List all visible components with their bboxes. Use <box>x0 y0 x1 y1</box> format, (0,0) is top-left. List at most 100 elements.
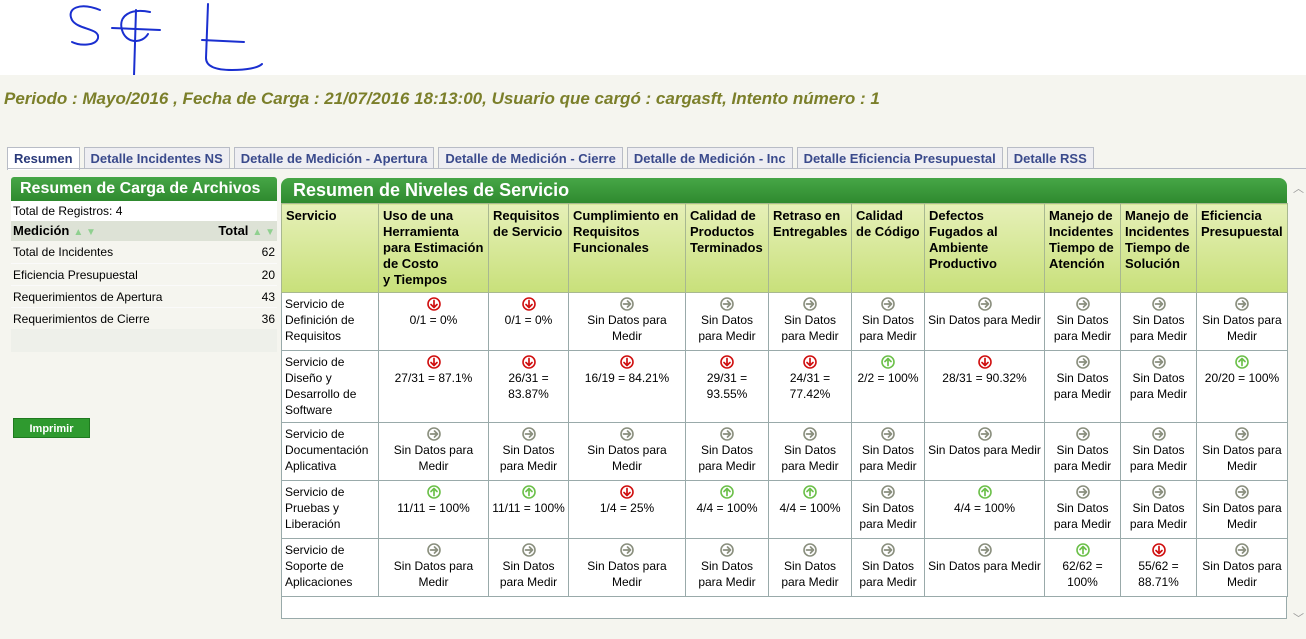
arrow-right-gray-icon <box>1075 355 1090 369</box>
arrow-up-green-icon <box>720 485 734 499</box>
col-total-label: Total <box>218 223 249 238</box>
arrow-down-red-icon <box>521 297 536 311</box>
indicator-value: Sin Datos para Medir <box>587 313 667 343</box>
indicator-cell: Sin Datos para Medir <box>378 422 489 481</box>
indicator-cell: 16/19 = 84.21% <box>568 350 686 423</box>
arrow-right-gray-icon <box>426 543 441 557</box>
indicator-cell: 24/31 = 77.42% <box>768 350 852 423</box>
summary-row: Total de Incidentes 62 <box>11 241 277 263</box>
arrow-up-green-icon <box>881 355 895 369</box>
arrow-up-green-icon <box>426 485 441 499</box>
indicator-value: 11/11 = 100% <box>492 501 565 515</box>
service-name: Servicio de Soporte de Aplicaciones <box>281 538 379 597</box>
indicator-value: Sin Datos para Medir <box>1129 443 1188 473</box>
indicator-value: 0/1 = 0% <box>504 313 553 327</box>
arrow-up-green-icon <box>1235 355 1249 369</box>
arrow-right-gray-icon <box>1151 297 1166 311</box>
indicator-cell: Sin Datos para Medir <box>378 538 489 597</box>
tab-resumen[interactable]: Resumen <box>7 147 80 170</box>
arrow-right-gray-icon <box>620 427 634 441</box>
sort-arrows-icon[interactable]: ▲ ▼ <box>73 227 96 238</box>
measure-name: Requerimientos de Apertura <box>13 290 163 304</box>
indicator-cell: Sin Datos para Medir <box>851 480 925 539</box>
measure-total: 62 <box>261 245 275 259</box>
indicator-cell: Sin Datos para Medir <box>1120 422 1197 481</box>
vertical-scrollbar[interactable]: ︿ ﹀ <box>1291 178 1306 628</box>
indicator-value: Sin Datos para Medir <box>859 443 917 473</box>
indicator-cell: Sin Datos para Medir <box>1120 350 1197 423</box>
tab-detalle-de-medici-n-inc[interactable]: Detalle de Medición - Inc <box>626 147 793 169</box>
indicator-cell: Sin Datos para Medir <box>924 422 1045 481</box>
arrow-right-gray-icon <box>620 543 634 557</box>
arrow-right-gray-icon <box>977 543 992 557</box>
indicator-value: Sin Datos para Medir <box>499 559 558 589</box>
col-indicator: Defectos Fugados al Ambiente Productivo <box>924 203 1045 293</box>
arrow-right-gray-icon <box>803 543 817 557</box>
indicator-cell: 4/4 = 100% <box>924 480 1045 539</box>
col-indicator: Cumplimiento en Requisitos Funcionales <box>568 203 686 293</box>
indicator-value: Sin Datos para Medir <box>859 559 917 589</box>
indicator-value: Sin Datos para Medir <box>928 559 1041 573</box>
indicator-cell: Sin Datos para Medir <box>685 538 769 597</box>
table-row: Servicio de Documentación Aplicativa Sin … <box>281 422 1288 481</box>
table-footer <box>281 597 1287 619</box>
indicator-value: Sin Datos para Medir <box>587 559 667 589</box>
sort-arrows-icon[interactable]: ▲ ▼ <box>252 227 275 238</box>
col-total[interactable]: Total ▲ ▼ <box>218 221 275 241</box>
tab-detalle-eficiencia-presupuestal[interactable]: Detalle Eficiencia Presupuestal <box>796 147 1003 169</box>
indicator-value: Sin Datos para Medir <box>1202 313 1282 343</box>
table-header: Servicio Uso de una Herramienta para Esti… <box>281 203 1288 293</box>
indicator-value: Sin Datos para Medir <box>928 313 1041 327</box>
table-row: Servicio de Definición de Requisitos 0/1 … <box>281 292 1288 351</box>
arrow-right-gray-icon <box>977 427 992 441</box>
tab-detalle-rss[interactable]: Detalle RSS <box>1006 147 1094 169</box>
table-row: Servicio de Diseño y Desarrollo de Softw… <box>281 350 1288 423</box>
indicator-cell: Sin Datos para Medir <box>568 422 686 481</box>
indicator-cell: Sin Datos para Medir <box>1196 292 1288 351</box>
col-medicion-label: Medición <box>13 223 70 238</box>
indicator-value: 0/1 = 0% <box>409 313 458 327</box>
indicator-cell: 62/62 = 100% <box>1044 538 1121 597</box>
col-indicator: Eficiencia Presupuestal <box>1196 203 1288 293</box>
service-levels-panel: Resumen de Niveles de Servicio Servicio U… <box>281 178 1288 619</box>
indicator-value: Sin Datos para Medir <box>698 559 756 589</box>
scroll-up-icon[interactable]: ︿ <box>1293 183 1304 195</box>
col-medicion[interactable]: Medición ▲ ▼ <box>13 221 96 241</box>
indicator-value: 27/31 = 87.1% <box>394 371 473 385</box>
indicator-cell: Sin Datos para Medir <box>685 422 769 481</box>
indicator-cell: Sin Datos para Medir <box>1196 538 1288 597</box>
tab-detalle-de-medici-n-cierre[interactable]: Detalle de Medición - Cierre <box>438 147 623 169</box>
service-name: Servicio de Documentación Aplicativa <box>281 422 379 481</box>
arrow-right-gray-icon <box>1235 297 1249 311</box>
indicator-cell: 28/31 = 90.32% <box>924 350 1045 423</box>
arrow-right-gray-icon <box>1151 427 1166 441</box>
indicator-cell: Sin Datos para Medir <box>1044 480 1121 539</box>
arrow-right-gray-icon <box>720 297 734 311</box>
indicator-value: Sin Datos para Medir <box>1053 371 1112 401</box>
scroll-down-icon[interactable]: ﹀ <box>1293 613 1304 625</box>
indicator-value: Sin Datos para Medir <box>1202 443 1282 473</box>
indicator-value: Sin Datos para Medir <box>781 559 839 589</box>
indicator-value: Sin Datos para Medir <box>781 443 839 473</box>
tab-detalle-incidentes-ns[interactable]: Detalle Incidentes NS <box>83 147 230 169</box>
indicator-value: Sin Datos para Medir <box>1053 501 1112 531</box>
print-button[interactable]: Imprimir <box>13 418 90 438</box>
arrow-right-gray-icon <box>881 297 895 311</box>
service-name: Servicio de Pruebas y Liberación <box>281 480 379 539</box>
arrow-down-red-icon <box>521 355 536 369</box>
arrow-right-gray-icon <box>881 427 895 441</box>
logo-area <box>0 0 1306 77</box>
arrow-right-gray-icon <box>1075 297 1090 311</box>
arrow-right-gray-icon <box>620 297 634 311</box>
total-registros: Total de Registros: 4 <box>11 201 277 221</box>
tab-bar: Resumen Detalle Incidentes NS Detalle de M… <box>7 147 1098 170</box>
arrow-down-red-icon <box>1151 543 1166 557</box>
measure-name: Eficiencia Presupuestal <box>13 268 138 282</box>
indicator-cell: Sin Datos para Medir <box>768 422 852 481</box>
tab-detalle-de-medici-n-apertura[interactable]: Detalle de Medición - Apertura <box>233 147 435 169</box>
arrow-right-gray-icon <box>977 297 992 311</box>
indicator-cell: Sin Datos para Medir <box>685 292 769 351</box>
arrow-right-gray-icon <box>720 427 734 441</box>
arrow-down-red-icon <box>426 297 441 311</box>
table-body: Servicio de Definición de Requisitos 0/1 … <box>281 292 1288 597</box>
